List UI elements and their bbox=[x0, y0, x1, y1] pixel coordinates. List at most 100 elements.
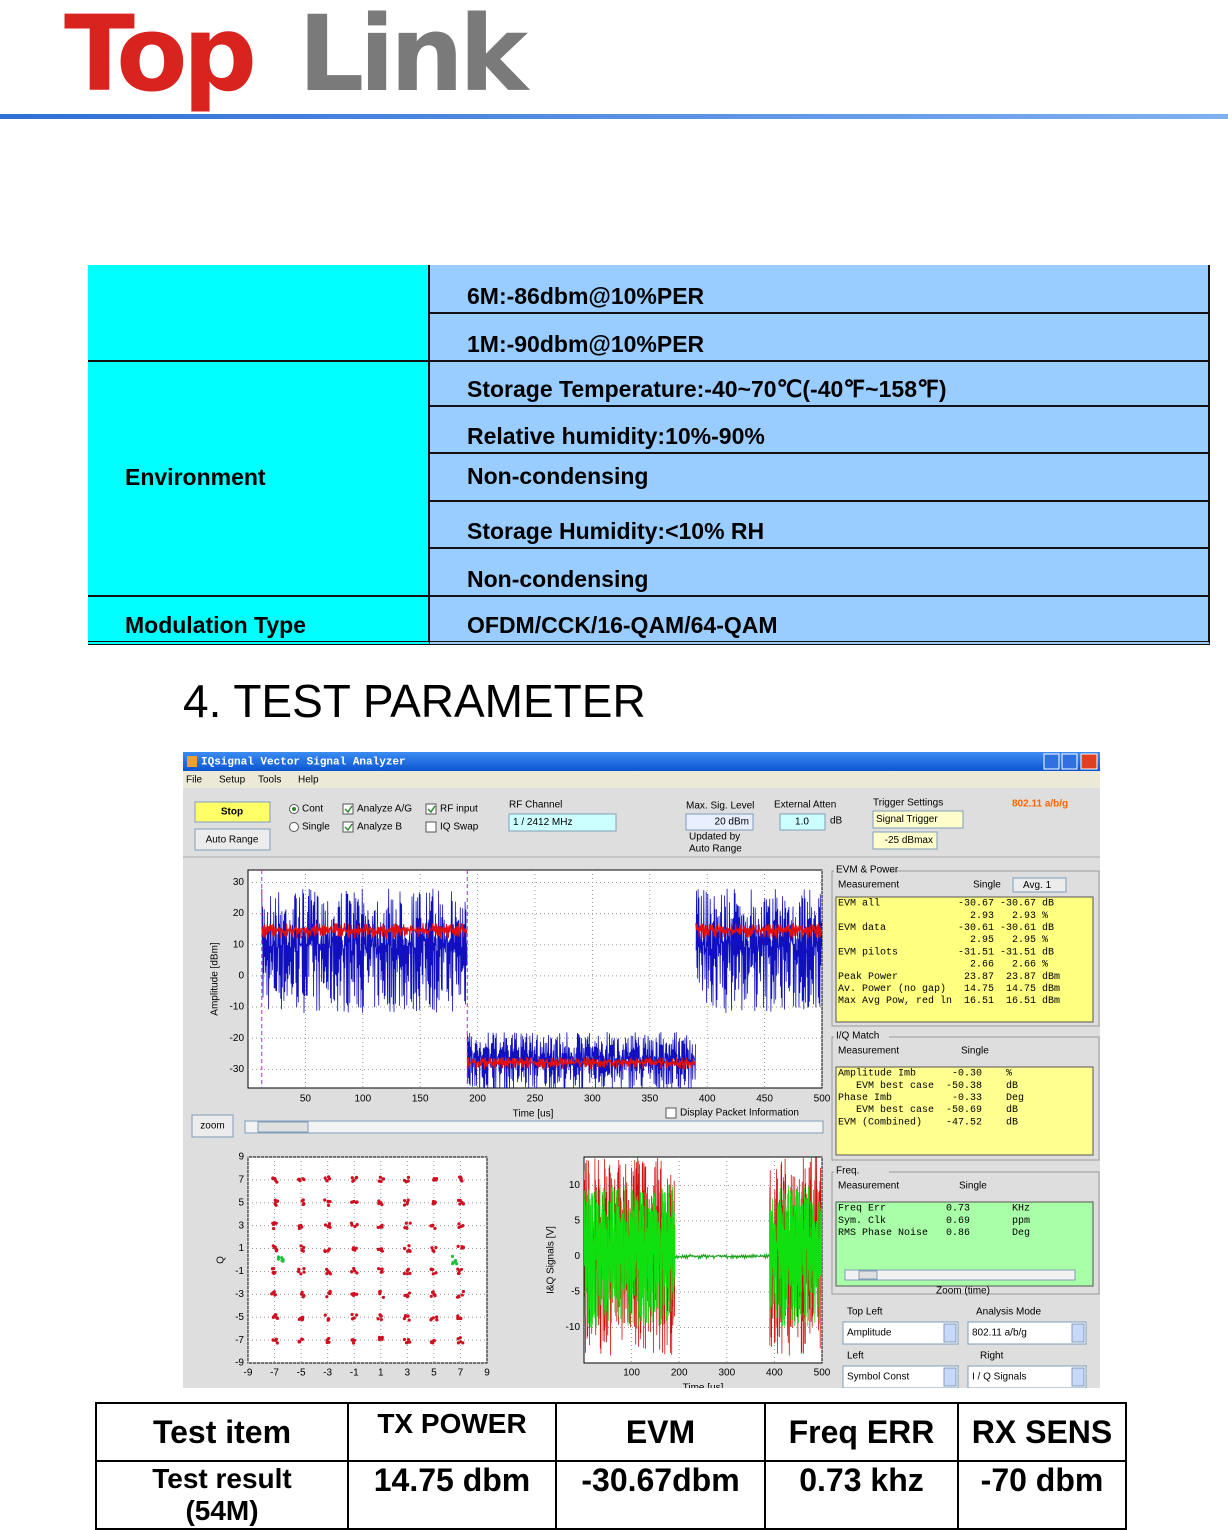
header-cell: Freq ERR bbox=[764, 1402, 959, 1462]
label: Max. Sig. Level bbox=[686, 801, 754, 812]
minimize-button[interactable] bbox=[1043, 753, 1060, 770]
panel-title: EVM & Power bbox=[836, 865, 899, 876]
symbol bbox=[349, 1270, 354, 1274]
symbol bbox=[323, 1198, 327, 1202]
symbol bbox=[378, 1247, 382, 1251]
avg-button[interactable] bbox=[1012, 877, 1067, 893]
dropdown-value: 802.11 a/b/g bbox=[972, 1328, 1027, 1339]
x-tick-label: -9 bbox=[244, 1368, 253, 1379]
x-tick-label: 3 bbox=[405, 1368, 411, 1379]
logo-link: Link bbox=[298, 0, 528, 115]
auto-range-button[interactable] bbox=[194, 828, 271, 851]
y-tick-label: -20 bbox=[230, 1033, 245, 1044]
result-cell: -70 dbm bbox=[957, 1460, 1127, 1530]
symbol bbox=[327, 1340, 331, 1344]
stop-button[interactable] bbox=[194, 801, 271, 823]
checkbox[interactable] bbox=[425, 803, 437, 815]
result-table: Test item TX POWER EVM Freq ERR RX SENS … bbox=[95, 1402, 1127, 1530]
header-cell: Test item bbox=[95, 1402, 349, 1462]
symbol bbox=[272, 1267, 276, 1271]
panel-label: Single bbox=[961, 1046, 989, 1057]
pilot-symbol bbox=[450, 1254, 455, 1258]
symbol bbox=[408, 1340, 412, 1344]
symbol bbox=[297, 1177, 301, 1181]
dropdown-arrow[interactable] bbox=[1071, 1323, 1085, 1343]
dropdown-arrow[interactable] bbox=[943, 1323, 957, 1343]
result-row: EVM data -30.61 -30.61 dB bbox=[838, 922, 1054, 934]
menu-item: File bbox=[186, 775, 203, 786]
spec-value: 1M:-90dbm@10%PER bbox=[430, 314, 1210, 362]
analyzer-screenshot: IQsignal Vector Signal Analyzer File Setup… bbox=[183, 752, 1100, 1388]
zoom-thumb[interactable] bbox=[858, 1270, 878, 1280]
result-row: Phase Imb -0.33 Deg bbox=[838, 1092, 1024, 1104]
scrollbar[interactable] bbox=[244, 1120, 824, 1134]
symbol bbox=[271, 1227, 276, 1231]
checkbox[interactable] bbox=[342, 821, 354, 833]
symbol bbox=[300, 1318, 304, 1322]
trigger-dropdown[interactable] bbox=[872, 810, 964, 829]
symbol bbox=[274, 1203, 278, 1207]
checkbox[interactable] bbox=[425, 821, 437, 833]
x-tick-label: -7 bbox=[270, 1368, 279, 1379]
group-title-bg bbox=[834, 865, 889, 876]
symbol bbox=[379, 1267, 384, 1271]
symbol bbox=[432, 1177, 436, 1181]
scroll-thumb[interactable] bbox=[257, 1121, 309, 1133]
zoom-button[interactable] bbox=[191, 1114, 234, 1138]
symbol bbox=[302, 1245, 306, 1250]
spec-value: OFDM/CCK/16-QAM/64-QAM bbox=[430, 597, 1210, 645]
y-axis-label: Amplitude [dBm] bbox=[210, 942, 221, 1016]
radio[interactable] bbox=[289, 822, 299, 832]
trigger-level-field[interactable] bbox=[872, 831, 938, 850]
menu-bar bbox=[183, 771, 1100, 788]
symbol bbox=[429, 1318, 433, 1322]
symbol bbox=[461, 1289, 465, 1294]
rf-channel-dropdown[interactable] bbox=[508, 813, 617, 832]
symbol bbox=[352, 1266, 356, 1271]
maximize-button[interactable] bbox=[1061, 753, 1078, 770]
symbol bbox=[461, 1341, 465, 1345]
symbol bbox=[379, 1270, 383, 1274]
dropdown-arrow[interactable] bbox=[1071, 1367, 1085, 1387]
symbol bbox=[435, 1315, 439, 1319]
checkbox[interactable] bbox=[342, 803, 354, 815]
symbol bbox=[272, 1271, 276, 1276]
waveform bbox=[261, 888, 468, 1014]
dropdown[interactable] bbox=[842, 1365, 959, 1388]
label: Analysis Mode bbox=[976, 1307, 1041, 1318]
y-axis-label: I&Q Signals [V] bbox=[546, 1226, 557, 1294]
y-tick-label: 0 bbox=[238, 971, 244, 982]
symbol bbox=[350, 1176, 354, 1180]
symbol bbox=[326, 1203, 331, 1207]
spec-value: Storage Temperature:-40~70℃(-40℉~158℉) bbox=[430, 362, 1210, 407]
symbol bbox=[430, 1246, 434, 1250]
zoom-scrollbar[interactable] bbox=[844, 1269, 1076, 1281]
symbol bbox=[299, 1244, 303, 1248]
x-tick-label: 100 bbox=[354, 1094, 371, 1105]
panel-title: I/Q Match bbox=[836, 1031, 879, 1042]
waveform bbox=[466, 1031, 696, 1088]
result-cell: 14.75 dbm bbox=[347, 1460, 557, 1530]
y-tick-label: 1 bbox=[238, 1243, 244, 1254]
close-button[interactable] bbox=[1080, 753, 1098, 770]
spec-label: Environment bbox=[88, 362, 430, 597]
symbol bbox=[275, 1341, 279, 1345]
symbol bbox=[352, 1178, 356, 1182]
x-tick-label: 450 bbox=[756, 1094, 773, 1105]
checkbox[interactable] bbox=[665, 1107, 677, 1119]
ext-atten-field[interactable] bbox=[779, 813, 826, 831]
max-sig-field[interactable] bbox=[685, 813, 754, 831]
result-cell: Test result (54M) bbox=[95, 1460, 349, 1530]
symbol bbox=[326, 1269, 330, 1273]
symbol bbox=[328, 1225, 332, 1229]
dropdown[interactable] bbox=[967, 1321, 1087, 1345]
symbol bbox=[327, 1247, 331, 1251]
dropdown[interactable] bbox=[967, 1365, 1087, 1388]
label: RF Channel bbox=[509, 800, 562, 811]
group-box bbox=[831, 1036, 1100, 1161]
symbol bbox=[431, 1272, 435, 1276]
header-cell: TX POWER bbox=[347, 1402, 557, 1462]
dropdown[interactable] bbox=[842, 1321, 959, 1345]
dropdown-arrow[interactable] bbox=[943, 1367, 957, 1387]
symbol bbox=[326, 1175, 331, 1179]
